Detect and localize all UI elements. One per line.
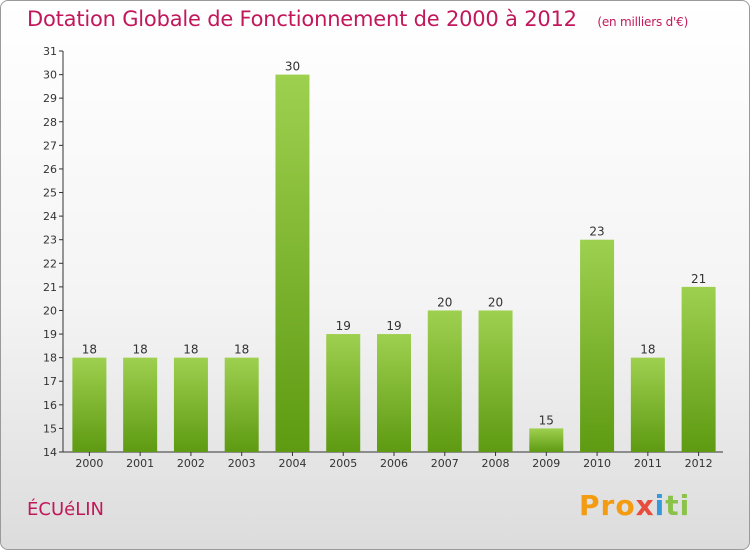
bar-value-label: 18 [183,343,198,357]
bar-2002 [173,357,208,452]
logo-part-4: ti [665,489,691,522]
y-tick-label: 24 [43,210,57,223]
logo-part-3: i [654,489,666,522]
y-tick-label: 29 [43,92,57,105]
y-tick-label: 18 [43,352,57,365]
logo-part-2: x [635,489,655,522]
bar-value-label: 23 [589,225,604,239]
bar-2008 [478,310,513,452]
y-tick-label: 20 [43,304,57,317]
bar-value-label: 21 [691,272,706,286]
y-tick-label: 15 [43,422,57,435]
bar-value-label: 15 [539,413,554,427]
bar-value-label: 18 [82,343,97,357]
bar-2009 [529,428,564,452]
bar-value-label: 19 [336,319,351,333]
bar-value-label: 30 [285,60,300,74]
chart-title: Dotation Globale de Fonctionnement de 20… [27,7,688,31]
y-tick-label: 17 [43,375,57,388]
bar-value-label: 20 [488,295,503,309]
x-tick-label: 2010 [583,457,611,470]
y-tick-label: 14 [43,446,57,459]
x-tick-label: 2009 [532,457,560,470]
bar-2010 [580,239,615,452]
y-tick-label: 26 [43,163,57,176]
y-tick-label: 22 [43,257,57,270]
y-tick-label: 19 [43,328,57,341]
y-tick-label: 21 [43,281,57,294]
y-tick-label: 30 [43,69,57,82]
x-tick-label: 2005 [329,457,357,470]
commune-name: ÉCUéLIN [27,499,104,520]
y-tick-label: 25 [43,187,57,200]
bar-2012 [681,286,716,452]
x-tick-label: 2001 [126,457,154,470]
x-tick-label: 2008 [482,457,510,470]
x-tick-label: 2011 [634,457,662,470]
bar-2001 [123,357,158,452]
bar-2000 [72,357,107,452]
bar-2004 [275,74,310,453]
logo-part-1: Pro [579,489,636,522]
bar-value-label: 18 [133,343,148,357]
y-tick-label: 27 [43,139,57,152]
y-tick-label: 16 [43,399,57,412]
bar-2003 [224,357,259,452]
x-tick-label: 2002 [177,457,205,470]
bar-value-label: 20 [437,295,452,309]
proxiti-logo: Proxiti [579,489,690,522]
y-tick-label: 23 [43,234,57,247]
x-tick-label: 2012 [685,457,713,470]
y-tick-label: 28 [43,116,57,129]
chart-subtitle: (en milliers d'€) [597,15,689,29]
bar-2011 [630,357,665,452]
x-tick-label: 2007 [431,457,459,470]
bar-2005 [326,334,361,452]
chart-title-text: Dotation Globale de Fonctionnement de 20… [27,7,577,31]
x-tick-label: 2003 [228,457,256,470]
x-tick-label: 2000 [75,457,103,470]
x-tick-label: 2004 [278,457,306,470]
bar-value-label: 18 [234,343,249,357]
bar-value-label: 19 [386,319,401,333]
bar-2007 [427,310,462,452]
x-tick-label: 2006 [380,457,408,470]
bar-value-label: 18 [640,343,655,357]
y-tick-label: 31 [43,45,57,58]
bar-2006 [377,334,411,452]
